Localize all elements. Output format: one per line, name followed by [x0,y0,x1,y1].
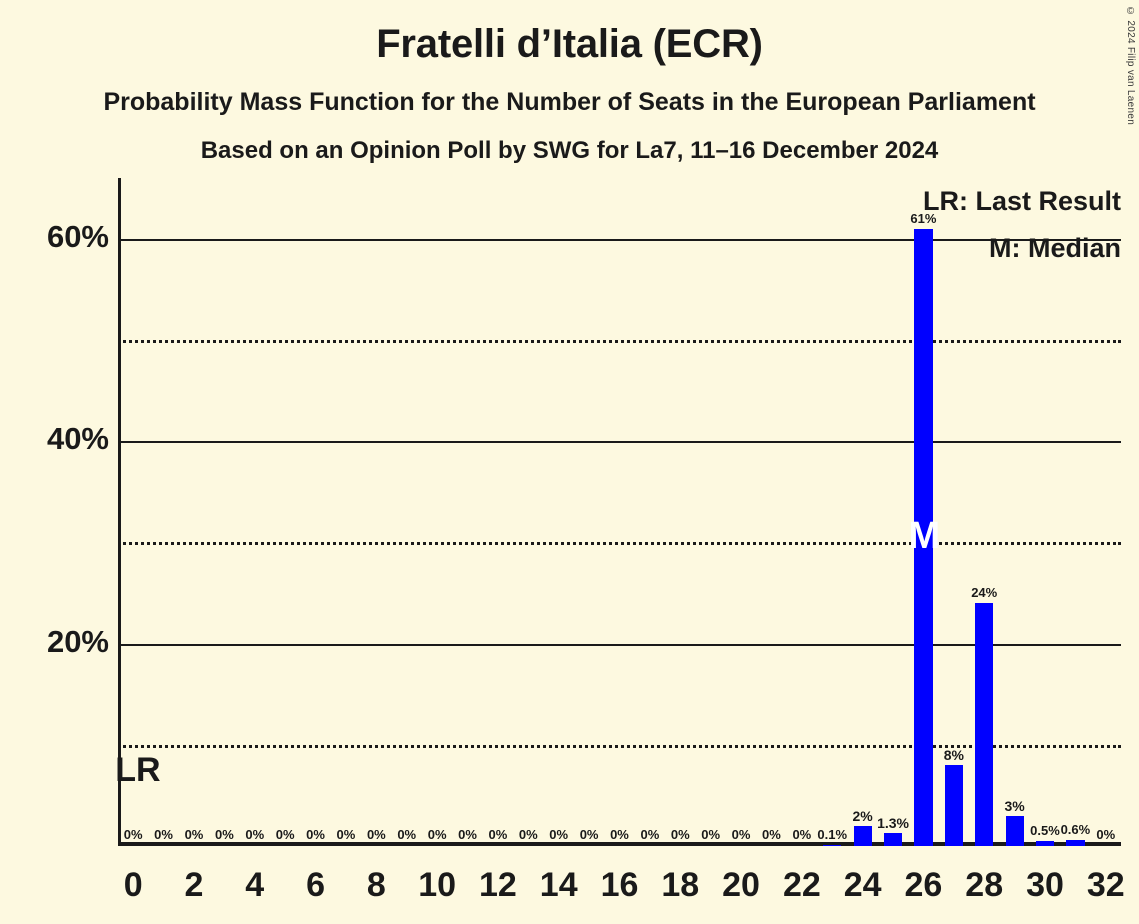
bar-value-label: 0.6% [1060,821,1091,837]
page-title: Fratelli d’Italia (ECR) [376,22,763,66]
bar [1035,840,1055,846]
x-axis-tick-label: 4 [245,866,265,904]
bar [975,603,994,846]
gridline-major [118,643,1121,646]
x-axis-tick-label: 12 [479,866,517,904]
x-axis-tick-label: 18 [661,866,700,904]
gridline-minor [118,542,1121,546]
y-axis-line [118,178,121,846]
x-axis-line [118,842,1121,846]
bar-value-label: 0% [670,827,690,842]
copyright-notice: © 2024 Filip van Laenen [1125,6,1136,126]
bar-value-label: 0% [336,827,356,842]
bar-value-label: 0% [701,827,721,842]
bar [1005,815,1024,846]
bar-value-label: 0.5% [1030,822,1060,838]
bar-value-label: 0% [579,827,599,842]
bar-value-label: 3% [1004,797,1025,814]
bar-value-label: 0% [366,827,386,842]
median-marker: M [908,515,941,558]
x-axis-tick-label: 16 [600,866,639,904]
legend-last-result: LR: Last Result [922,186,1121,216]
bar-value-label: 1.3% [877,814,909,831]
bar-value-label: 0% [640,827,660,842]
chart-subtitle: Probability Mass Function for the Number… [103,88,1036,116]
bar-value-label: 0% [245,827,265,842]
x-axis-tick-label: 20 [722,866,760,904]
bar [914,228,933,846]
x-axis-tick-label: 14 [539,866,578,904]
bar-value-label: 0% [154,827,173,842]
bar-value-label: 0% [1096,827,1116,842]
x-axis-tick-label: 30 [1026,866,1064,904]
bar-value-label: 2% [852,807,873,824]
x-axis-tick-label: 8 [366,866,386,904]
bar-value-label: 0% [458,827,477,842]
gridline-major [118,238,1121,241]
bar-value-label: 0% [275,827,295,842]
legend-median: M: Median [989,233,1121,263]
bar-value-label: 0% [306,827,325,842]
bar-value-label: 0% [792,827,812,842]
bar [853,825,872,846]
x-axis-tick-label: 26 [904,866,943,904]
bar-value-label: 0% [427,827,447,842]
bar [883,832,903,846]
bar-value-label: 8% [943,747,964,764]
bar-value-label: 0% [184,827,204,842]
y-axis-tick-label: 40% [46,421,109,457]
x-axis-tick-label: 6 [306,866,326,904]
bar-value-label: 24% [971,585,998,601]
bar-value-label: 0% [214,827,234,842]
x-axis-tick-label: 28 [965,866,1004,904]
x-axis-tick-label: 24 [843,866,882,904]
bar-value-label: 0% [397,827,417,842]
bar-value-label: 0.1% [817,826,848,842]
bar-value-label: 0% [488,827,508,842]
x-axis-tick-label: 0 [123,866,143,904]
bar-value-label: 0% [610,827,629,842]
gridline-minor [118,744,1121,748]
bar-value-label: 0% [518,827,538,842]
x-axis-tick-label: 2 [184,866,204,904]
x-axis-tick-label: 10 [418,866,457,904]
plot-area: 0% 0% 0% 0% 0% 0% 0% 0% 0% 0% 0% 0% 0% 0% 0% 0% 0% 0% 0% 0%… [115,178,1121,846]
chart-source-subtitle: Based on an Opinion Poll by SWG for La7,… [200,137,939,164]
bar [944,765,963,846]
bar-value-label: 0% [123,827,143,842]
bar-value-label: 0% [762,827,781,842]
last-result-marker: LR [115,750,161,789]
bar-value-label: 0% [549,827,569,842]
y-axis-tick-label: 20% [46,623,109,659]
y-axis-tick-label: 60% [46,218,109,254]
x-axis-tick-label: 22 [782,866,821,904]
x-axis-tick-label: 32 [1086,866,1125,904]
gridline-major [118,441,1121,444]
gridline-minor [118,339,1121,343]
bar-value-label: 61% [910,210,937,226]
bar [823,845,842,846]
bar-value-label: 0% [731,827,751,842]
bar [1066,839,1085,846]
